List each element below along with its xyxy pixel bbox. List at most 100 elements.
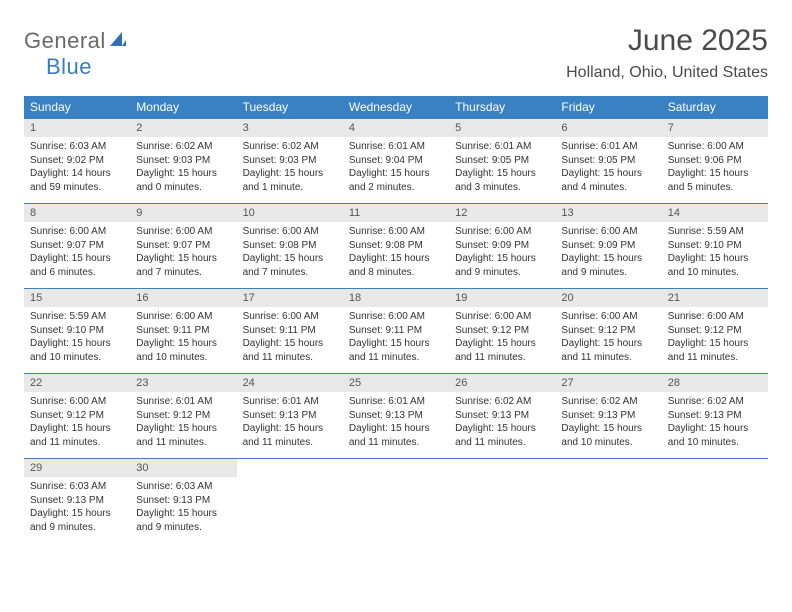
sunset-line: Sunset: 9:09 PM bbox=[561, 239, 655, 253]
day-cell: 10 Sunrise: 6:00 AMSunset: 9:08 PMDayligh… bbox=[237, 204, 343, 288]
day-content: Sunrise: 6:00 AMSunset: 9:07 PMDaylight:… bbox=[130, 225, 236, 279]
day-content: Sunrise: 6:01 AMSunset: 9:04 PMDaylight:… bbox=[343, 140, 449, 194]
sunset-line: Sunset: 9:02 PM bbox=[30, 154, 124, 168]
daylight-line: Daylight: 15 hours and 2 minutes. bbox=[349, 167, 443, 194]
sunrise-line: Sunrise: 5:59 AM bbox=[30, 310, 124, 324]
sunset-line: Sunset: 9:13 PM bbox=[455, 409, 549, 423]
page-header: General Blue June 2025 Holland, Ohio, Un… bbox=[24, 24, 768, 82]
day-header-thursday: Thursday bbox=[449, 96, 555, 119]
day-number: 10 bbox=[237, 204, 343, 222]
daylight-line: Daylight: 15 hours and 0 minutes. bbox=[136, 167, 230, 194]
day-content: Sunrise: 6:03 AMSunset: 9:02 PMDaylight:… bbox=[24, 140, 130, 194]
day-cell: 15 Sunrise: 5:59 AMSunset: 9:10 PMDayligh… bbox=[24, 289, 130, 373]
sunrise-line: Sunrise: 6:01 AM bbox=[455, 140, 549, 154]
day-content: Sunrise: 6:00 AMSunset: 9:06 PMDaylight:… bbox=[662, 140, 768, 194]
sunrise-line: Sunrise: 6:02 AM bbox=[455, 395, 549, 409]
day-number: 8 bbox=[24, 204, 130, 222]
day-number: 24 bbox=[237, 374, 343, 392]
sunrise-line: Sunrise: 6:02 AM bbox=[243, 140, 337, 154]
title-block: June 2025 Holland, Ohio, United States bbox=[566, 24, 768, 82]
sunrise-line: Sunrise: 6:01 AM bbox=[561, 140, 655, 154]
daylight-line: Daylight: 15 hours and 11 minutes. bbox=[561, 337, 655, 364]
sunset-line: Sunset: 9:13 PM bbox=[136, 494, 230, 508]
sunrise-line: Sunrise: 6:00 AM bbox=[455, 310, 549, 324]
day-number: 16 bbox=[130, 289, 236, 307]
sunrise-line: Sunrise: 6:02 AM bbox=[668, 395, 762, 409]
day-number: 13 bbox=[555, 204, 661, 222]
sunrise-line: Sunrise: 6:00 AM bbox=[561, 310, 655, 324]
sunset-line: Sunset: 9:07 PM bbox=[30, 239, 124, 253]
day-cell: 22Sunrise: 6:00 AMSunset: 9:12 PMDayligh… bbox=[24, 374, 130, 458]
day-cell: 21Sunrise: 6:00 AMSunset: 9:12 PMDayligh… bbox=[662, 289, 768, 373]
day-cell: 9 Sunrise: 6:00 AMSunset: 9:07 PMDaylight… bbox=[130, 204, 236, 288]
day-cell: 12Sunrise: 6:00 AMSunset: 9:09 PMDayligh… bbox=[449, 204, 555, 288]
day-cell: 4Sunrise: 6:01 AMSunset: 9:04 PMDaylight… bbox=[343, 119, 449, 203]
sunrise-line: Sunrise: 6:01 AM bbox=[243, 395, 337, 409]
daylight-line: Daylight: 15 hours and 7 minutes. bbox=[136, 252, 230, 279]
sunrise-line: Sunrise: 6:03 AM bbox=[30, 480, 124, 494]
sunset-line: Sunset: 9:06 PM bbox=[668, 154, 762, 168]
day-cell: 1Sunrise: 6:03 AMSunset: 9:02 PMDaylight… bbox=[24, 119, 130, 203]
sunset-line: Sunset: 9:10 PM bbox=[668, 239, 762, 253]
day-number: 6 bbox=[555, 119, 661, 137]
daylight-line: Daylight: 15 hours and 11 minutes. bbox=[136, 422, 230, 449]
daylight-line: Daylight: 15 hours and 11 minutes. bbox=[668, 337, 762, 364]
sunset-line: Sunset: 9:11 PM bbox=[243, 324, 337, 338]
sunset-line: Sunset: 9:13 PM bbox=[668, 409, 762, 423]
week-row: 8Sunrise: 6:00 AMSunset: 9:07 PMDaylight… bbox=[24, 204, 768, 289]
location-subtitle: Holland, Ohio, United States bbox=[566, 64, 768, 82]
sunrise-line: Sunrise: 6:00 AM bbox=[349, 310, 443, 324]
day-content: Sunrise: 6:00 AMSunset: 9:07 PMDaylight:… bbox=[24, 225, 130, 279]
sunset-line: Sunset: 9:03 PM bbox=[136, 154, 230, 168]
day-cell: 13Sunrise: 6:00 AMSunset: 9:09 PMDayligh… bbox=[555, 204, 661, 288]
sunset-line: Sunset: 9:12 PM bbox=[30, 409, 124, 423]
sunset-line: Sunset: 9:12 PM bbox=[561, 324, 655, 338]
day-number: 15 bbox=[24, 289, 130, 307]
day-number: 25 bbox=[343, 374, 449, 392]
daylight-line: Daylight: 15 hours and 11 minutes. bbox=[349, 422, 443, 449]
day-content: Sunrise: 6:00 AMSunset: 9:12 PMDaylight:… bbox=[449, 310, 555, 364]
daylight-line: Daylight: 15 hours and 10 minutes. bbox=[136, 337, 230, 364]
day-number: 9 bbox=[130, 204, 236, 222]
day-header-sunday: Sunday bbox=[24, 96, 130, 119]
day-number: 11 bbox=[343, 204, 449, 222]
sunset-line: Sunset: 9:05 PM bbox=[561, 154, 655, 168]
day-number: 20 bbox=[555, 289, 661, 307]
day-cell bbox=[343, 459, 449, 543]
daylight-line: Daylight: 15 hours and 6 minutes. bbox=[30, 252, 124, 279]
day-content: Sunrise: 6:00 AMSunset: 9:08 PMDaylight:… bbox=[343, 225, 449, 279]
sunset-line: Sunset: 9:13 PM bbox=[561, 409, 655, 423]
logo-sail-icon bbox=[108, 30, 128, 53]
daylight-line: Daylight: 15 hours and 9 minutes. bbox=[455, 252, 549, 279]
day-number: 3 bbox=[237, 119, 343, 137]
sunrise-line: Sunrise: 6:00 AM bbox=[455, 225, 549, 239]
daylight-line: Daylight: 15 hours and 10 minutes. bbox=[30, 337, 124, 364]
day-cell: 5Sunrise: 6:01 AMSunset: 9:05 PMDaylight… bbox=[449, 119, 555, 203]
day-content: Sunrise: 6:00 AMSunset: 9:11 PMDaylight:… bbox=[237, 310, 343, 364]
day-number: 5 bbox=[449, 119, 555, 137]
sunset-line: Sunset: 9:05 PM bbox=[455, 154, 549, 168]
day-content: Sunrise: 6:00 AMSunset: 9:12 PMDaylight:… bbox=[662, 310, 768, 364]
day-content: Sunrise: 6:00 AMSunset: 9:09 PMDaylight:… bbox=[449, 225, 555, 279]
day-cell: 29Sunrise: 6:03 AMSunset: 9:13 PMDayligh… bbox=[24, 459, 130, 543]
day-header-tuesday: Tuesday bbox=[237, 96, 343, 119]
daylight-line: Daylight: 15 hours and 4 minutes. bbox=[561, 167, 655, 194]
month-title: June 2025 bbox=[566, 24, 768, 58]
day-number: 26 bbox=[449, 374, 555, 392]
sunrise-line: Sunrise: 6:00 AM bbox=[30, 225, 124, 239]
sunset-line: Sunset: 9:08 PM bbox=[243, 239, 337, 253]
week-row: 22Sunrise: 6:00 AMSunset: 9:12 PMDayligh… bbox=[24, 374, 768, 459]
day-number: 19 bbox=[449, 289, 555, 307]
daylight-line: Daylight: 15 hours and 11 minutes. bbox=[243, 337, 337, 364]
day-header-row: SundayMondayTuesdayWednesdayThursdayFrid… bbox=[24, 96, 768, 119]
sunrise-line: Sunrise: 6:00 AM bbox=[136, 225, 230, 239]
day-cell: 3Sunrise: 6:02 AMSunset: 9:03 PMDaylight… bbox=[237, 119, 343, 203]
day-content: Sunrise: 6:00 AMSunset: 9:08 PMDaylight:… bbox=[237, 225, 343, 279]
sunrise-line: Sunrise: 6:03 AM bbox=[30, 140, 124, 154]
day-cell: 11 Sunrise: 6:00 AMSunset: 9:08 PMDayligh… bbox=[343, 204, 449, 288]
sunset-line: Sunset: 9:13 PM bbox=[30, 494, 124, 508]
day-number: 7 bbox=[662, 119, 768, 137]
day-number: 17 bbox=[237, 289, 343, 307]
sunset-line: Sunset: 9:10 PM bbox=[30, 324, 124, 338]
day-content: Sunrise: 6:02 AMSunset: 9:13 PMDaylight:… bbox=[449, 395, 555, 449]
